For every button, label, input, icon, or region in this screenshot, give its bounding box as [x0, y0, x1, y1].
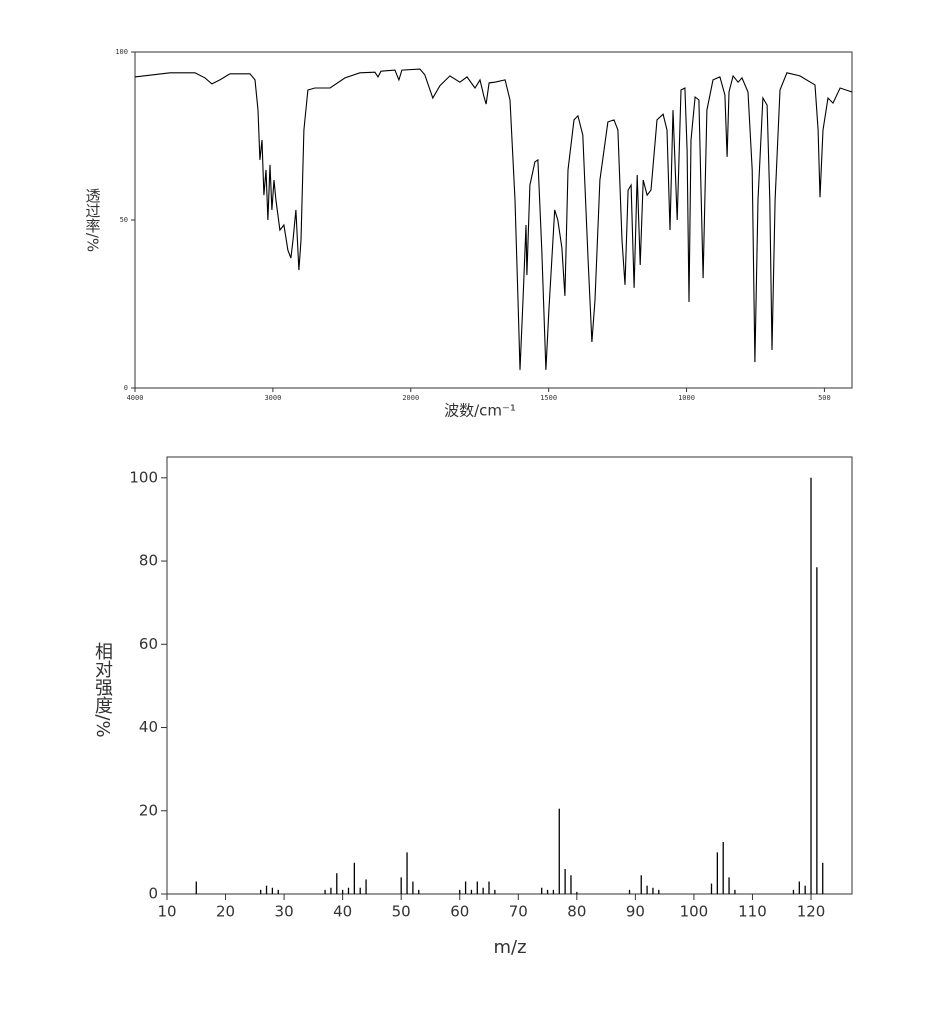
spectrum-line	[134, 68, 853, 370]
x-tick-label: 1000	[678, 394, 695, 402]
x-tick-label: 80	[567, 903, 586, 921]
x-axis-label: 波数/cm⁻¹	[444, 402, 516, 420]
y-tick-label: 60	[139, 635, 158, 653]
y-tick-label: 100	[115, 48, 128, 56]
plot-frame	[134, 51, 853, 389]
y-tick-label: 20	[139, 801, 158, 819]
y-axis-label: 透过率/%	[84, 188, 102, 252]
y-tick-label: 50	[120, 216, 128, 224]
x-tick-label: 3000	[264, 394, 281, 402]
x-tick-label: 60	[450, 903, 469, 921]
y-tick-label: 0	[148, 885, 158, 903]
x-tick-label: 10	[157, 903, 176, 921]
x-tick-label: 120	[797, 903, 826, 921]
x-tick-label: 20	[216, 903, 235, 921]
x-tick-label: 1500	[540, 394, 557, 402]
x-tick-label: 110	[738, 903, 767, 921]
x-tick-label: 30	[275, 903, 294, 921]
x-tick-label: 70	[509, 903, 528, 921]
x-tick-label: 500	[818, 394, 831, 402]
x-tick-label: 100	[680, 903, 709, 921]
y-tick-label: 80	[139, 552, 158, 570]
x-tick-label: 90	[626, 903, 645, 921]
y-tick-label: 100	[129, 468, 158, 486]
x-tick-label: 50	[392, 903, 411, 921]
y-tick-label: 40	[139, 718, 158, 736]
x-tick-label: 4000	[127, 394, 144, 402]
y-tick-label: 0	[124, 384, 128, 392]
x-tick-label: 40	[333, 903, 352, 921]
y-axis-label: 相对强度/%	[92, 642, 113, 737]
x-tick-label: 2000	[402, 394, 419, 402]
x-axis-label: m/z	[493, 937, 526, 958]
plot-frame	[166, 456, 853, 895]
